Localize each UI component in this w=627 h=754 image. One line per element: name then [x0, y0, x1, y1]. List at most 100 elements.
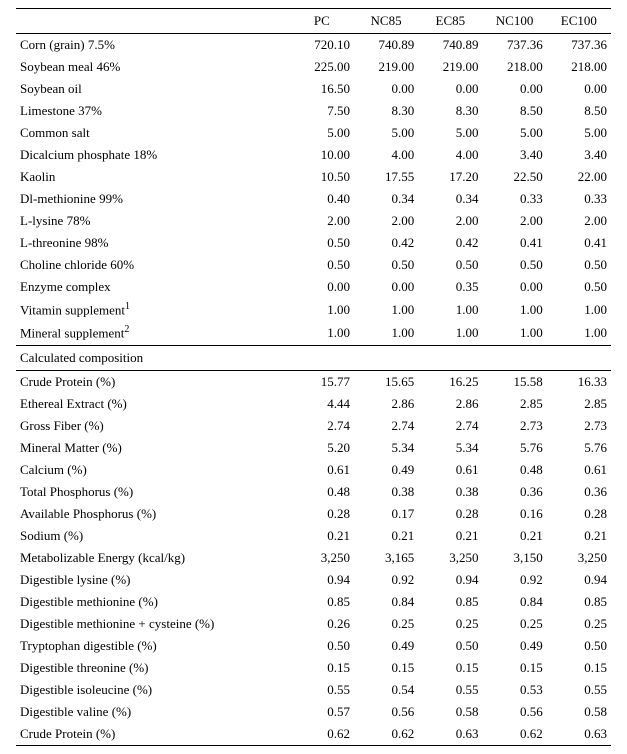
row-label: Digestible methionine (%)	[16, 591, 290, 613]
table-row: Gross Fiber (%)2.742.742.742.732.73	[16, 415, 611, 437]
table-row: Total Phosphorus (%)0.480.380.380.360.36	[16, 481, 611, 503]
row-value: 0.84	[482, 591, 546, 613]
row-value: 0.26	[290, 613, 354, 635]
row-value: 0.21	[547, 525, 611, 547]
table-row: Crude Protein (%)0.620.620.630.620.63	[16, 723, 611, 746]
row-value: 4.00	[418, 144, 482, 166]
row-value: 0.00	[354, 276, 418, 298]
row-value: 0.85	[418, 591, 482, 613]
table-row: Digestible methionine (%)0.850.840.850.8…	[16, 591, 611, 613]
row-label: Digestible methionine + cysteine (%)	[16, 613, 290, 635]
row-label: Corn (grain) 7.5%	[16, 34, 290, 57]
row-value: 17.20	[418, 166, 482, 188]
row-value: 0.58	[418, 701, 482, 723]
row-value: 0.61	[547, 459, 611, 481]
row-value: 0.50	[482, 254, 546, 276]
row-value: 0.34	[418, 188, 482, 210]
col-header-nc100: NC100	[482, 9, 546, 34]
row-value: 225.00	[290, 56, 354, 78]
row-value: 0.28	[547, 503, 611, 525]
row-label: L-threonine 98%	[16, 232, 290, 254]
row-value: 0.00	[482, 78, 546, 100]
table-row: Mineral Matter (%)5.205.345.345.765.76	[16, 437, 611, 459]
footnote-marker: 1	[125, 301, 130, 312]
row-value: 740.89	[354, 34, 418, 57]
row-value: 1.00	[290, 321, 354, 345]
table-row: Metabolizable Energy (kcal/kg)3,2503,165…	[16, 547, 611, 569]
row-value: 2.00	[482, 210, 546, 232]
row-value: 5.20	[290, 437, 354, 459]
row-value: 737.36	[482, 34, 546, 57]
row-value: 2.00	[547, 210, 611, 232]
row-value: 0.21	[418, 525, 482, 547]
row-label: Limestone 37%	[16, 100, 290, 122]
table-row: Vitamin supplement11.001.001.001.001.00	[16, 298, 611, 321]
row-label: Tryptophan digestible (%)	[16, 635, 290, 657]
row-value: 218.00	[482, 56, 546, 78]
row-value: 219.00	[418, 56, 482, 78]
row-value: 3,165	[354, 547, 418, 569]
row-value: 0.00	[418, 78, 482, 100]
row-label: Calcium (%)	[16, 459, 290, 481]
row-value: 2.74	[290, 415, 354, 437]
row-value: 1.00	[290, 298, 354, 321]
row-value: 2.00	[418, 210, 482, 232]
row-value: 0.55	[547, 679, 611, 701]
row-value: 0.34	[354, 188, 418, 210]
row-value: 2.74	[418, 415, 482, 437]
row-value: 8.50	[547, 100, 611, 122]
table-row: Calcium (%)0.610.490.610.480.61	[16, 459, 611, 481]
row-value: 720.10	[290, 34, 354, 57]
row-value: 15.65	[354, 370, 418, 393]
row-value: 5.00	[354, 122, 418, 144]
row-value: 0.58	[547, 701, 611, 723]
table-row: L-lysine 78%2.002.002.002.002.00	[16, 210, 611, 232]
row-value: 5.76	[482, 437, 546, 459]
row-value: 0.36	[547, 481, 611, 503]
col-header-empty	[16, 9, 290, 34]
row-value: 0.50	[418, 635, 482, 657]
row-value: 0.85	[290, 591, 354, 613]
section-header-row: Calculated composition	[16, 345, 611, 370]
table-row: Kaolin10.5017.5517.2022.5022.00	[16, 166, 611, 188]
row-value: 0.28	[290, 503, 354, 525]
row-label: Dl-methionine 99%	[16, 188, 290, 210]
table-row: Ethereal Extract (%)4.442.862.862.852.85	[16, 393, 611, 415]
nutrition-table: PC NC85 EC85 NC100 EC100 Corn (grain) 7.…	[16, 8, 611, 746]
row-value: 0.28	[418, 503, 482, 525]
col-header-nc85: NC85	[354, 9, 418, 34]
row-value: 0.21	[482, 525, 546, 547]
row-label: Digestible threonine (%)	[16, 657, 290, 679]
row-label: Crude Protein (%)	[16, 723, 290, 746]
row-value: 3,250	[418, 547, 482, 569]
row-value: 1.00	[354, 298, 418, 321]
row-label: L-lysine 78%	[16, 210, 290, 232]
table-row: Digestible isoleucine (%)0.550.540.550.5…	[16, 679, 611, 701]
row-label: Soybean meal 46%	[16, 56, 290, 78]
row-value: 0.25	[418, 613, 482, 635]
table-row: Sodium (%)0.210.210.210.210.21	[16, 525, 611, 547]
row-value: 0.16	[482, 503, 546, 525]
row-value: 2.86	[418, 393, 482, 415]
row-value: 0.56	[354, 701, 418, 723]
row-value: 0.40	[290, 188, 354, 210]
row-value: 0.94	[418, 569, 482, 591]
row-value: 0.50	[547, 254, 611, 276]
row-value: 5.00	[547, 122, 611, 144]
col-header-ec85: EC85	[418, 9, 482, 34]
row-value: 0.50	[290, 635, 354, 657]
row-value: 0.15	[482, 657, 546, 679]
row-label: Digestible lysine (%)	[16, 569, 290, 591]
row-label: Gross Fiber (%)	[16, 415, 290, 437]
row-value: 737.36	[547, 34, 611, 57]
row-value: 3,150	[482, 547, 546, 569]
row-value: 0.42	[418, 232, 482, 254]
row-value: 0.00	[290, 276, 354, 298]
row-value: 0.92	[482, 569, 546, 591]
row-value: 3.40	[482, 144, 546, 166]
row-value: 0.41	[482, 232, 546, 254]
row-value: 0.50	[547, 276, 611, 298]
row-value: 2.00	[290, 210, 354, 232]
row-label: Available Phosphorus (%)	[16, 503, 290, 525]
row-value: 3,250	[290, 547, 354, 569]
